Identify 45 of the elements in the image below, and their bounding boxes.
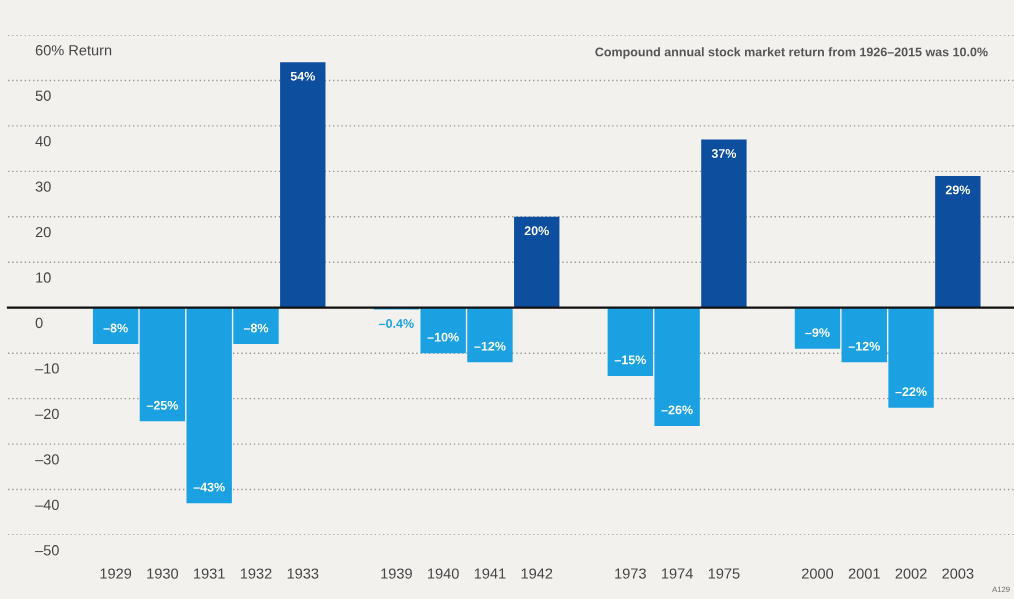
data-label: –26%	[661, 405, 693, 415]
y-tick-label: 10	[36, 272, 51, 283]
data-label: –0.4%	[379, 319, 414, 328]
data-label: –12%	[848, 341, 880, 351]
annotation: Compound annual stock market return from 1926–2015 was 10.0%	[595, 47, 988, 59]
data-label: –22%	[895, 387, 927, 397]
y-tick-label: 0	[35, 317, 43, 329]
data-label: 29%	[945, 185, 971, 195]
x-tick-label: 2002	[895, 568, 927, 579]
x-tick-label: 1975	[708, 568, 740, 579]
x-tick-label: 1932	[240, 568, 272, 579]
y-tick-label: –10	[35, 363, 59, 374]
y-tick-label: 20	[35, 226, 51, 238]
x-tick-label: 2003	[942, 568, 974, 579]
data-label: –8%	[103, 323, 128, 333]
data-label: –8%	[243, 323, 269, 333]
data-label: –9%	[805, 328, 830, 337]
y-tick-label: –30	[35, 454, 59, 465]
x-tick-label: 1929	[100, 568, 132, 579]
x-tick-label: 1942	[521, 568, 553, 579]
y-tick-label: 60% Return	[35, 45, 112, 56]
data-label: –10%	[427, 332, 459, 342]
x-tick-label: 1931	[194, 568, 225, 579]
x-tick-label: 1933	[287, 568, 319, 579]
x-tick-label: 1941	[474, 568, 506, 579]
x-tick-label: 2000	[801, 568, 834, 579]
x-tick-label: 1939	[381, 568, 412, 579]
y-tick-label: –40	[35, 499, 59, 510]
y-tick-label: 30	[35, 181, 51, 192]
data-label: –25%	[146, 400, 179, 410]
x-tick-label: 1940	[428, 568, 459, 579]
data-label: –15%	[614, 355, 646, 365]
x-tick-label: 1974	[662, 568, 693, 579]
y-tick-label: –50	[35, 545, 59, 556]
x-tick-label: 2001	[848, 568, 880, 579]
y-tick-label: 40	[35, 136, 51, 147]
data-label: 20%	[524, 226, 549, 236]
data-label: 37%	[711, 149, 737, 158]
data-label: –43%	[193, 482, 225, 492]
y-tick-label: 50	[35, 90, 51, 101]
x-tick-label: 1930	[147, 568, 179, 579]
y-tick-label: –20	[35, 408, 59, 420]
x-tick-label: 1973	[615, 568, 646, 579]
data-label: 54%	[290, 71, 315, 81]
data-label: –12%	[474, 341, 506, 351]
